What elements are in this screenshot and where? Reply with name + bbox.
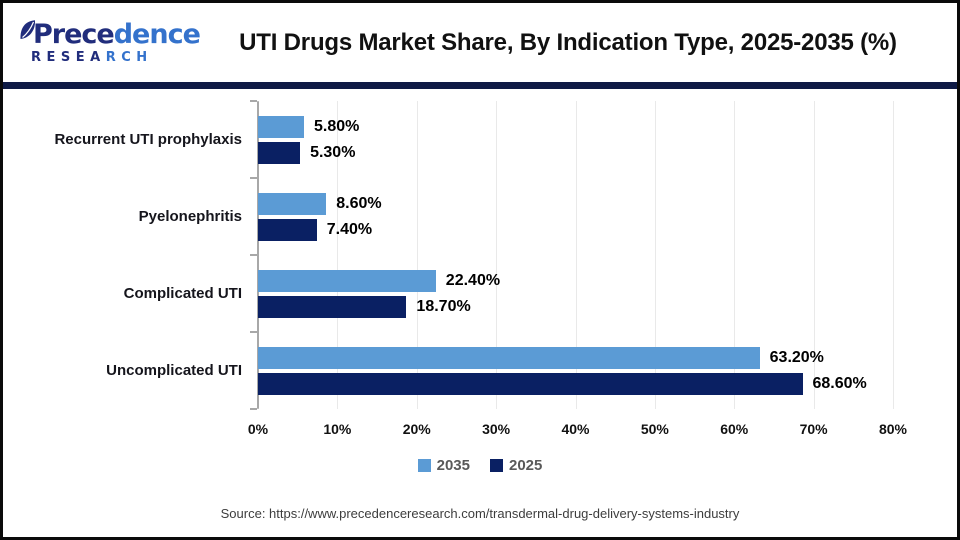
x-axis-tick-label: 40% bbox=[561, 421, 590, 437]
bar-2025 bbox=[258, 141, 301, 164]
y-axis-tick bbox=[250, 408, 257, 410]
x-axis-tick-label: 30% bbox=[482, 421, 511, 437]
logo-wordmark: Prece dence bbox=[19, 19, 201, 50]
bar-2025 bbox=[258, 295, 407, 318]
gridline bbox=[496, 101, 498, 409]
value-label: 8.60% bbox=[336, 194, 382, 212]
logo-text-dark: Prece bbox=[33, 19, 115, 50]
x-axis-tick-label: 10% bbox=[323, 421, 352, 437]
value-label: 5.80% bbox=[314, 117, 360, 135]
x-axis-tick-label: 60% bbox=[720, 421, 749, 437]
bar-2035 bbox=[258, 192, 327, 215]
bar-2035 bbox=[258, 346, 760, 369]
y-axis-tick bbox=[250, 177, 257, 179]
y-axis-tick bbox=[250, 331, 257, 333]
x-axis-tick-label: 50% bbox=[640, 421, 669, 437]
brand-logo: Prece dence RESEARCH bbox=[19, 19, 201, 64]
legend-label: 2025 bbox=[509, 457, 543, 474]
bar-chart: Recurrent UTI prophylaxis 5.80% 5.30% Pyelo… bbox=[3, 89, 957, 537]
bar-2025 bbox=[258, 218, 317, 241]
bar-2025 bbox=[258, 372, 803, 395]
x-axis-tick-label: 70% bbox=[799, 421, 828, 437]
category-label: Complicated UTI bbox=[123, 284, 242, 302]
logo-subtext-dark: RESEA bbox=[31, 50, 106, 65]
legend-item-2035: 2035 bbox=[417, 457, 470, 474]
logo-subtext: RESEARCH bbox=[19, 51, 199, 64]
legend-label: 2035 bbox=[436, 457, 470, 474]
gridline bbox=[337, 101, 339, 409]
value-label: 18.70% bbox=[416, 297, 471, 315]
x-axis-tick-label: 20% bbox=[402, 421, 431, 437]
source-note: Source: https://www.precedenceresearch.c… bbox=[220, 506, 740, 521]
value-label: 22.40% bbox=[445, 271, 501, 289]
gridline bbox=[813, 101, 815, 409]
bar-2035 bbox=[258, 115, 305, 138]
y-axis-line bbox=[257, 101, 259, 409]
y-axis-tick bbox=[250, 254, 257, 256]
bar-2035 bbox=[258, 269, 436, 292]
logo-text-light: dence bbox=[113, 19, 201, 50]
leaf-icon bbox=[19, 19, 36, 45]
legend-swatch-icon bbox=[490, 459, 503, 472]
gridline bbox=[734, 101, 736, 409]
legend: 2035 2025 bbox=[3, 457, 957, 474]
gridline bbox=[893, 101, 894, 409]
logo-subtext-light: RCH bbox=[105, 50, 153, 65]
category-label: Pyelonephritis bbox=[138, 207, 242, 225]
legend-item-2025: 2025 bbox=[490, 457, 542, 474]
category-label: Recurrent UTI prophylaxis bbox=[54, 130, 242, 148]
gridline bbox=[575, 101, 577, 409]
gridline bbox=[654, 101, 656, 409]
x-axis-tick-label: 80% bbox=[878, 421, 908, 437]
header-separator bbox=[3, 82, 957, 89]
category-label: Uncomplicated UTI bbox=[106, 361, 242, 379]
y-axis-tick bbox=[250, 100, 257, 102]
gridline bbox=[416, 101, 418, 409]
value-label: 68.60% bbox=[812, 374, 867, 392]
value-label: 63.20% bbox=[769, 348, 824, 366]
x-axis-tick-label: 0% bbox=[247, 421, 269, 437]
value-label: 7.40% bbox=[326, 220, 373, 238]
value-label: 5.30% bbox=[310, 143, 356, 161]
header: Prece dence RESEARCH UTI Drugs Market Sha… bbox=[3, 3, 957, 82]
page-title: UTI Drugs Market Share, By Indication Ty… bbox=[239, 28, 897, 56]
legend-swatch-icon bbox=[417, 459, 431, 472]
